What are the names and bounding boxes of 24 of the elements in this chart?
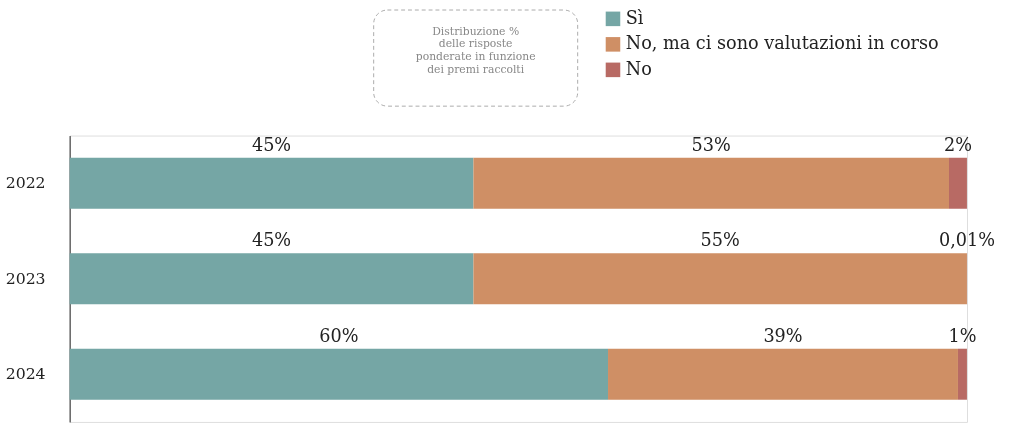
bar xyxy=(949,157,967,209)
legend-label: Sì xyxy=(625,7,644,28)
data-label: 1% xyxy=(948,325,977,346)
data-label: 39% xyxy=(763,325,803,346)
data-label: 53% xyxy=(691,134,731,155)
bar xyxy=(69,157,474,209)
bar xyxy=(473,157,949,209)
legend-label: No, ma ci sono valutazioni in corso xyxy=(625,33,939,54)
bar xyxy=(69,253,474,305)
bar xyxy=(608,348,958,400)
bar xyxy=(957,348,967,400)
legend-label: No xyxy=(625,58,652,79)
data-label: 0,01% xyxy=(938,230,996,251)
y-tick-label: 2022 xyxy=(5,173,46,193)
data-label: 45% xyxy=(251,134,292,155)
y-tick-label: 2024 xyxy=(5,364,46,384)
bar xyxy=(473,253,967,305)
bar xyxy=(69,348,609,400)
text: Distribuzione % delle risposte ponderate in funzione dei premi raccolti xyxy=(415,24,536,76)
data-label: 45% xyxy=(251,230,292,251)
data-label: 55% xyxy=(700,230,740,251)
data-label: 2% xyxy=(943,134,972,155)
data-label: 60% xyxy=(319,325,359,346)
y-tick-label: 2023 xyxy=(5,268,46,288)
